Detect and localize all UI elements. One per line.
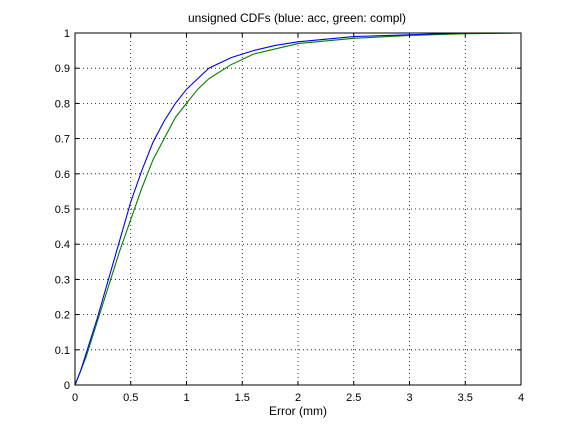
y-tick-label: 1 [64, 28, 70, 40]
x-tick-label: 1 [183, 392, 189, 404]
y-tick-label: 0.6 [55, 169, 70, 181]
x-tick-label: 2 [295, 392, 301, 404]
axis-ticks: 0 0.5 1 1.5 2 2.5 3 3.5 4 0 0.1 0.2 0.3 0.4 0.5 0.6 0.7 0… [55, 28, 524, 404]
x-tick-label: 3.5 [458, 392, 473, 404]
x-tick-label: 1.5 [235, 392, 250, 404]
y-tick-label: 0.2 [55, 310, 70, 322]
grid-lines [75, 33, 521, 385]
x-tick-label: 2.5 [346, 392, 361, 404]
chart-title: unsigned CDFs (blue: acc, green: compl) [188, 11, 406, 25]
x-tick-label: 3 [406, 392, 412, 404]
y-tick-label: 0.3 [55, 274, 70, 286]
y-tick-label: 0.5 [55, 204, 70, 216]
x-tick-label: 4 [518, 392, 524, 404]
series-line-compl [74, 32, 522, 386]
y-tick-label: 0.9 [55, 63, 70, 75]
x-axis-title: Error (mm) [269, 404, 327, 418]
y-tick-label: 0.7 [55, 134, 70, 146]
series-layer [74, 32, 522, 386]
y-tick-label: 0.4 [55, 239, 70, 251]
y-tick-label: 0.8 [55, 98, 70, 110]
series-line-acc [74, 32, 521, 386]
x-tick-label: 0.5 [123, 392, 138, 404]
x-tick-label: 0 [72, 392, 78, 404]
y-tick-label: 0.1 [55, 345, 70, 357]
y-tick-label: 0 [64, 380, 70, 392]
